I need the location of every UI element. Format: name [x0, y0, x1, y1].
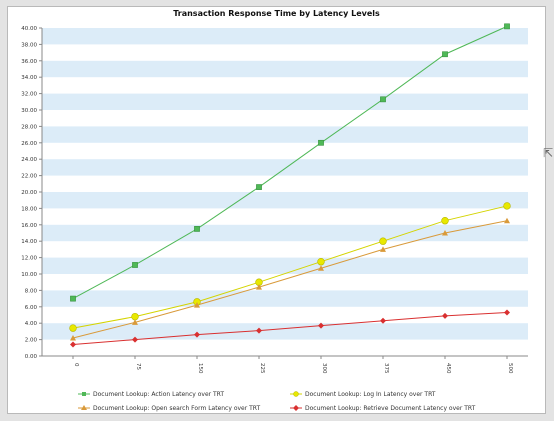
- legend-item-action: Document Lookup: Action Latency over TRT: [78, 390, 224, 398]
- data-point: [132, 336, 138, 343]
- y-tick-label: 0.00: [25, 354, 38, 360]
- data-point: [132, 319, 138, 325]
- legend-item-open-search: Document Lookup: Open search Form Latenc…: [78, 404, 260, 412]
- grid-band: [42, 257, 528, 274]
- x-tick-label: 500: [507, 363, 513, 374]
- data-point: [442, 312, 448, 319]
- data-point: [194, 302, 200, 308]
- grid-band: [42, 192, 528, 209]
- x-tick-labels: 0 75 150 225 300 375 450 500: [72, 356, 513, 374]
- data-point: [70, 341, 76, 348]
- y-tick-labels: 0.00 2.00 4.00 6.00 8.00 10.00 12.00 14.00 16.00…: [21, 26, 42, 360]
- data-point: [441, 217, 449, 225]
- legend-marker-circle-icon: [290, 390, 302, 398]
- y-tick-label: 26.00: [21, 141, 37, 147]
- x-tick-label: 75: [135, 363, 141, 370]
- data-point: [70, 295, 76, 302]
- y-tick-label: 22.00: [21, 174, 37, 180]
- legend-label: Document Lookup: Log In Latency over TRT: [305, 390, 436, 398]
- data-point: [317, 258, 325, 266]
- grid-band: [42, 159, 528, 176]
- mouse-cursor-icon: ⇱: [543, 146, 554, 160]
- series-lines: [72, 25, 508, 346]
- legend-item-login: Document Lookup: Log In Latency over TRT: [290, 390, 435, 398]
- y-tick-label: 6.00: [25, 305, 38, 311]
- y-tick-label: 8.00: [25, 288, 38, 294]
- grid-bands: [42, 28, 528, 340]
- grid-band: [42, 290, 528, 307]
- y-tick-label: 32.00: [21, 92, 37, 98]
- data-point: [380, 246, 386, 252]
- data-point: [442, 230, 448, 236]
- legend-label: Document Lookup: Action Latency over TRT: [93, 390, 225, 398]
- y-tick-label: 36.00: [21, 59, 37, 65]
- data-point: [131, 312, 139, 321]
- series-line-0: [72, 25, 508, 300]
- data-point: [132, 262, 138, 268]
- y-tick-label: 14.00: [21, 239, 37, 245]
- y-tick-label: 34.00: [21, 75, 37, 81]
- y-tick-label: 38.00: [21, 42, 37, 48]
- y-tick-label: 4.00: [25, 321, 38, 327]
- data-point: [256, 327, 262, 334]
- series-line-2: [72, 220, 508, 339]
- series-points: [69, 23, 511, 348]
- data-point: [256, 284, 262, 290]
- y-tick-label: 28.00: [21, 124, 37, 130]
- grid-band: [42, 224, 528, 242]
- series-line-1: [72, 205, 508, 329]
- legend-marker-square-icon: [78, 390, 90, 398]
- y-tick-label: 30.00: [21, 108, 37, 114]
- data-point: [256, 184, 262, 190]
- data-point: [504, 23, 510, 30]
- data-point: [318, 265, 324, 271]
- data-point: [318, 139, 324, 146]
- data-point: [442, 51, 448, 58]
- legend-label: Document Lookup: Retrieve Document Laten…: [305, 404, 476, 412]
- series-line-3: [72, 312, 508, 346]
- data-point: [70, 334, 76, 341]
- x-tick-label: 150: [197, 363, 203, 374]
- data-point: [379, 237, 387, 245]
- legend-item-retrieve: Document Lookup: Retrieve Document Laten…: [290, 404, 475, 412]
- y-tick-label: 12.00: [21, 256, 37, 262]
- grid-band: [42, 28, 528, 45]
- data-point: [504, 309, 510, 316]
- y-tick-label: 40.00: [21, 26, 37, 32]
- data-point: [380, 96, 386, 103]
- grid-band: [42, 93, 528, 110]
- x-tick-label: 225: [259, 363, 265, 374]
- data-point: [194, 331, 200, 338]
- data-point: [194, 226, 200, 232]
- grid-band: [42, 126, 528, 143]
- legend-marker-diamond-icon: [290, 404, 302, 412]
- data-point: [318, 322, 324, 329]
- x-tick-label: 450: [445, 363, 451, 374]
- y-tick-label: 16.00: [21, 223, 37, 229]
- y-tick-label: 18.00: [21, 206, 37, 212]
- y-tick-label: 10.00: [21, 272, 37, 278]
- x-tick-label: 375: [383, 363, 389, 374]
- y-tick-label: 20.00: [21, 190, 37, 196]
- chart-title: Transaction Response Time by Latency Lev…: [173, 9, 380, 18]
- data-point: [504, 217, 510, 224]
- data-point: [503, 202, 511, 210]
- grid-band: [42, 323, 528, 340]
- legend-marker-triangle-icon: [78, 404, 90, 412]
- data-point: [380, 317, 386, 324]
- legend-label: Document Lookup: Open search Form Latenc…: [93, 404, 261, 412]
- y-tick-label: 24.00: [21, 157, 37, 163]
- y-tick-label: 2.00: [25, 338, 38, 344]
- x-tick-label: 0: [73, 363, 79, 367]
- grid-band: [42, 60, 528, 78]
- data-point: [69, 324, 77, 332]
- x-tick-label: 300: [321, 363, 327, 374]
